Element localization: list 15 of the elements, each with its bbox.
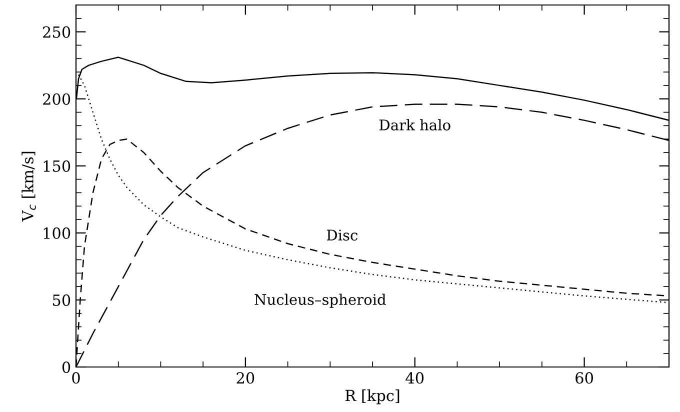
x-tick-label: 60 <box>576 372 593 384</box>
y-axis-title: V$_{c}$ [km/s] <box>22 152 36 222</box>
y-tick-label: 100 <box>44 227 70 239</box>
x-tick-label: 20 <box>236 372 254 384</box>
series-label: Disc <box>326 230 358 241</box>
x-tick-label: 0 <box>72 372 80 384</box>
y-tick-label: 50 <box>52 294 70 306</box>
y-tick-label: 200 <box>43 93 70 105</box>
y-tick-label: 0 <box>62 361 70 374</box>
y-tick-label: 150 <box>44 160 70 172</box>
y-tick-label: 250 <box>43 26 70 38</box>
series-label: Nucleus–spheroid <box>254 294 386 308</box>
x-tick-label: 40 <box>406 372 424 384</box>
series-label: Dark halo <box>379 119 450 130</box>
x-axis-title: R [kpc] <box>345 389 400 404</box>
